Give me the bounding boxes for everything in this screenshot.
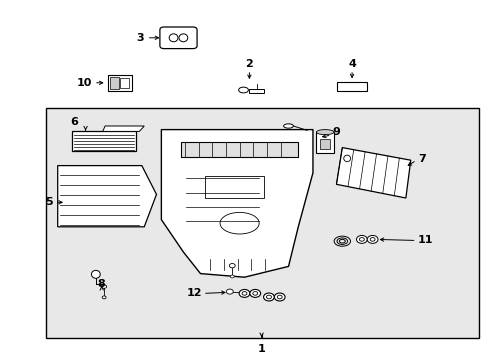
Text: 10: 10 — [77, 78, 92, 88]
Polygon shape — [181, 142, 298, 157]
Ellipse shape — [283, 124, 293, 128]
Text: 7: 7 — [417, 154, 425, 164]
Bar — [249, 89, 264, 93]
Polygon shape — [161, 130, 312, 277]
Text: 2: 2 — [245, 59, 253, 69]
Ellipse shape — [274, 293, 285, 301]
Ellipse shape — [359, 238, 364, 241]
Ellipse shape — [316, 130, 333, 135]
Ellipse shape — [366, 235, 377, 243]
Ellipse shape — [242, 292, 246, 295]
Polygon shape — [58, 166, 156, 227]
Text: 5: 5 — [45, 197, 53, 207]
Polygon shape — [102, 126, 144, 131]
Ellipse shape — [102, 285, 106, 288]
Ellipse shape — [343, 155, 350, 162]
Bar — [107, 75, 132, 91]
Ellipse shape — [91, 270, 100, 278]
Text: 4: 4 — [347, 59, 355, 69]
Ellipse shape — [263, 293, 274, 301]
Text: 3: 3 — [136, 33, 144, 43]
Ellipse shape — [179, 34, 187, 42]
Text: 1: 1 — [257, 344, 265, 354]
Ellipse shape — [238, 87, 248, 93]
Bar — [72, 131, 136, 151]
Polygon shape — [336, 148, 410, 198]
FancyBboxPatch shape — [160, 27, 197, 49]
Bar — [205, 176, 264, 198]
Ellipse shape — [169, 34, 178, 42]
Bar — [316, 132, 333, 153]
Bar — [46, 108, 478, 338]
Ellipse shape — [252, 292, 257, 295]
Ellipse shape — [369, 238, 374, 241]
Text: 8: 8 — [98, 279, 105, 289]
Text: 9: 9 — [332, 127, 340, 138]
Text: 11: 11 — [417, 235, 433, 246]
Ellipse shape — [356, 235, 366, 243]
Bar — [320, 139, 329, 149]
Ellipse shape — [249, 289, 260, 297]
Ellipse shape — [102, 296, 106, 299]
Bar — [120, 78, 128, 88]
Ellipse shape — [266, 295, 271, 299]
Text: 12: 12 — [186, 288, 202, 298]
Text: 6: 6 — [70, 117, 78, 127]
Ellipse shape — [230, 275, 234, 278]
Bar — [110, 77, 119, 89]
Ellipse shape — [239, 289, 249, 297]
Ellipse shape — [229, 264, 235, 268]
Bar — [337, 82, 366, 91]
Ellipse shape — [277, 295, 282, 299]
Ellipse shape — [226, 289, 233, 294]
